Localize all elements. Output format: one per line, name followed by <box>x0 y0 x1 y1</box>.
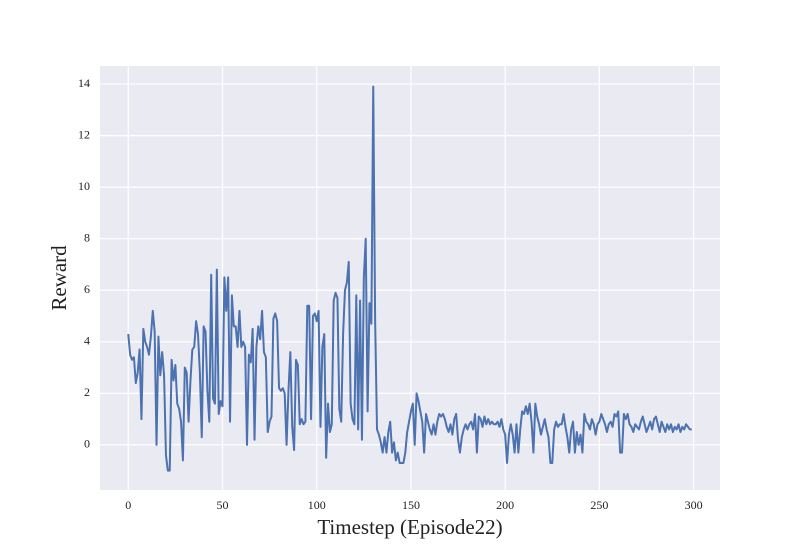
y-tick-label: 8 <box>84 230 90 244</box>
x-axis-label: Timestep (Episode22) <box>317 515 502 539</box>
y-tick-label: 10 <box>78 179 90 193</box>
y-tick-label: 6 <box>84 282 90 296</box>
y-tick-label: 0 <box>84 437 90 451</box>
x-tick-label: 50 <box>216 498 228 512</box>
x-tick-label: 0 <box>125 498 131 512</box>
y-axis-label: Reward <box>47 245 71 311</box>
y-tick-label: 4 <box>84 334 90 348</box>
y-tick-label: 12 <box>78 127 90 141</box>
y-tick-label: 2 <box>84 385 90 399</box>
y-tick-label: 14 <box>78 76 90 90</box>
x-tick-label: 150 <box>402 498 420 512</box>
data-line <box>127 85 692 472</box>
x-tick-label: 200 <box>496 498 514 512</box>
x-tick-label: 100 <box>308 498 326 512</box>
plot-area <box>100 66 720 490</box>
x-tick-label: 300 <box>685 498 703 512</box>
x-tick-label: 250 <box>590 498 608 512</box>
